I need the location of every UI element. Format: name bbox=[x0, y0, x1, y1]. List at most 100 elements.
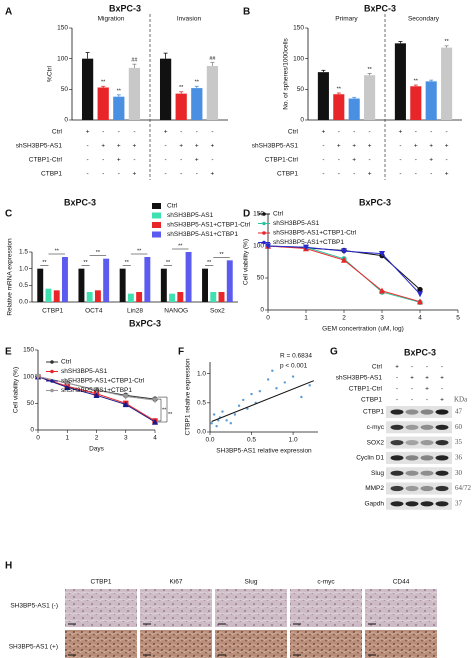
blot-band bbox=[405, 455, 419, 461]
blot-band bbox=[405, 424, 419, 430]
condition-sign: + bbox=[368, 171, 372, 178]
condition-sign: + bbox=[117, 157, 121, 164]
bar bbox=[169, 293, 176, 302]
condition-sign: - bbox=[415, 129, 417, 136]
panel-letter: F bbox=[178, 347, 184, 358]
bar bbox=[37, 268, 44, 302]
point bbox=[242, 398, 245, 402]
marker bbox=[64, 384, 71, 391]
condition-sign: - bbox=[87, 143, 89, 150]
bracket bbox=[158, 396, 168, 423]
point bbox=[233, 413, 237, 416]
column-header: Ki67 bbox=[169, 579, 182, 586]
significance: ** bbox=[179, 85, 184, 91]
significance: ** bbox=[337, 86, 342, 92]
condition-sign: - bbox=[338, 157, 340, 164]
legend-label: shSH3BP5-AS1+CTBP1-Ctrl bbox=[61, 378, 145, 385]
blot-band bbox=[405, 470, 419, 476]
y-tick-label: 0 bbox=[260, 307, 264, 314]
bar bbox=[94, 290, 101, 302]
blot-band bbox=[405, 485, 419, 492]
x-tick-label: 4 bbox=[153, 435, 157, 442]
bar bbox=[136, 292, 143, 302]
marker bbox=[151, 418, 159, 425]
y-tick-label: 1.5 bbox=[19, 249, 28, 256]
marker bbox=[64, 380, 71, 387]
bar bbox=[185, 252, 192, 302]
bar bbox=[425, 81, 437, 120]
y-axis-label: No. of spheres/1000cells bbox=[283, 37, 290, 109]
condition-sign: - bbox=[426, 397, 428, 404]
legend-label: shSH3BP5-AS1+CTBP1 bbox=[273, 239, 344, 246]
point bbox=[271, 369, 274, 372]
marker bbox=[340, 256, 348, 263]
blot-strip bbox=[386, 467, 452, 480]
marker bbox=[378, 250, 386, 257]
bar bbox=[410, 86, 422, 120]
category-label: Sox2 bbox=[210, 308, 225, 315]
condition-sign: - bbox=[196, 129, 198, 136]
blot-band bbox=[405, 501, 419, 507]
bar bbox=[348, 98, 360, 120]
point bbox=[212, 413, 216, 416]
kda-label: 60 bbox=[455, 423, 463, 431]
series-line bbox=[267, 245, 421, 303]
y-tick-label: 1.0 bbox=[19, 265, 28, 272]
condition-sign: - bbox=[180, 157, 182, 164]
condition-sign: - bbox=[353, 129, 355, 136]
condition-sign: - bbox=[133, 129, 135, 136]
x-axis-label: Days bbox=[89, 446, 105, 453]
marker bbox=[302, 244, 310, 251]
blot-band bbox=[420, 470, 434, 476]
tissue-image bbox=[65, 630, 137, 658]
blot-band bbox=[435, 455, 449, 461]
chart-title: BxPC-3 bbox=[129, 318, 161, 328]
y-tick-label: 100 bbox=[293, 55, 304, 62]
panel-letter: B bbox=[243, 7, 250, 18]
condition-sign: + bbox=[425, 386, 429, 393]
tissue-image bbox=[140, 630, 212, 658]
blot-band bbox=[390, 470, 404, 476]
panel-letter: G bbox=[330, 347, 338, 358]
bar bbox=[441, 47, 453, 121]
point bbox=[210, 422, 213, 425]
condition-sign: - bbox=[441, 364, 443, 371]
panel-letter: D bbox=[243, 209, 250, 220]
bar bbox=[202, 268, 209, 302]
blot-band bbox=[420, 409, 434, 415]
condition-sign: - bbox=[118, 171, 120, 178]
blot-band bbox=[420, 501, 434, 507]
blot-band bbox=[390, 455, 404, 461]
y-tick-label: 50 bbox=[61, 86, 69, 93]
x-tick-label: 0.0 bbox=[205, 437, 214, 444]
chart-title: BxPC-3 bbox=[109, 3, 141, 13]
condition-sign: - bbox=[211, 157, 213, 164]
panel-letter: C bbox=[5, 209, 12, 220]
stat-label: R = 0.6834 bbox=[280, 353, 312, 360]
chart-title: BxPC-3 bbox=[359, 197, 391, 207]
y-tick-label: 0.0 bbox=[197, 429, 206, 436]
point bbox=[250, 392, 253, 396]
condition-sign: + bbox=[425, 375, 429, 382]
tissue-image bbox=[365, 589, 437, 627]
condition-sign: - bbox=[102, 129, 104, 136]
condition-sign: + bbox=[440, 397, 444, 404]
condition-sign: - bbox=[399, 171, 401, 178]
condition-sign: - bbox=[353, 171, 355, 178]
category-label: Invasion bbox=[177, 16, 202, 23]
condition-sign: - bbox=[411, 386, 413, 393]
condition-sign: - bbox=[369, 129, 371, 136]
condition-sign: + bbox=[211, 143, 215, 150]
significance: ** bbox=[219, 252, 224, 258]
x-tick-label: 2 bbox=[342, 315, 346, 322]
condition-sign: - bbox=[411, 364, 413, 371]
legend-label: shSH3BP5-AS1 bbox=[167, 212, 214, 219]
condition-sign: - bbox=[165, 157, 167, 164]
blot-strip bbox=[386, 406, 452, 418]
y-axis-label: %Ctrl bbox=[47, 66, 54, 82]
marker bbox=[93, 392, 100, 399]
condition-sign: + bbox=[440, 375, 444, 382]
legend-label: shSH3BP5-AS1 bbox=[61, 368, 108, 375]
condition-sign: + bbox=[179, 143, 183, 150]
condition-label: shSH3BP5-AS1 bbox=[252, 143, 299, 150]
